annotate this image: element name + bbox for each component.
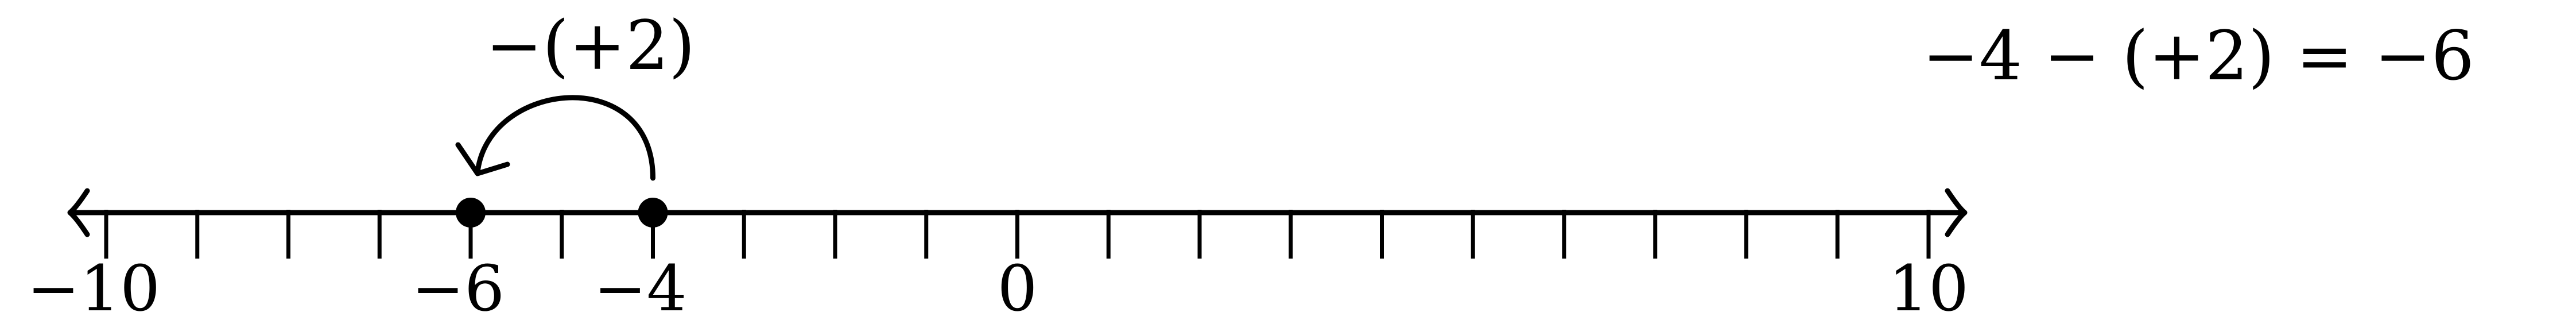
point — [456, 198, 486, 228]
equation-text: −4 − (+2) = −6 — [1922, 16, 2474, 95]
point — [638, 198, 668, 228]
plotted-points — [456, 198, 668, 228]
tick-label: 10 — [1888, 252, 1969, 325]
jump-arrowhead-icon — [455, 142, 510, 176]
jump-label: −(+2) — [486, 6, 695, 85]
tick-label: 0 — [998, 252, 1038, 325]
left-arrow-icon — [67, 188, 90, 237]
right-arrow-icon — [1945, 188, 1968, 237]
tick-labels: −10 −6 −4 0 10 — [27, 252, 1969, 325]
tick-label: −6 — [412, 252, 505, 325]
tick-marks — [104, 210, 1931, 259]
jump-arc — [475, 95, 655, 181]
tick-label: −4 — [593, 252, 686, 325]
tick-label: −10 — [27, 252, 160, 325]
